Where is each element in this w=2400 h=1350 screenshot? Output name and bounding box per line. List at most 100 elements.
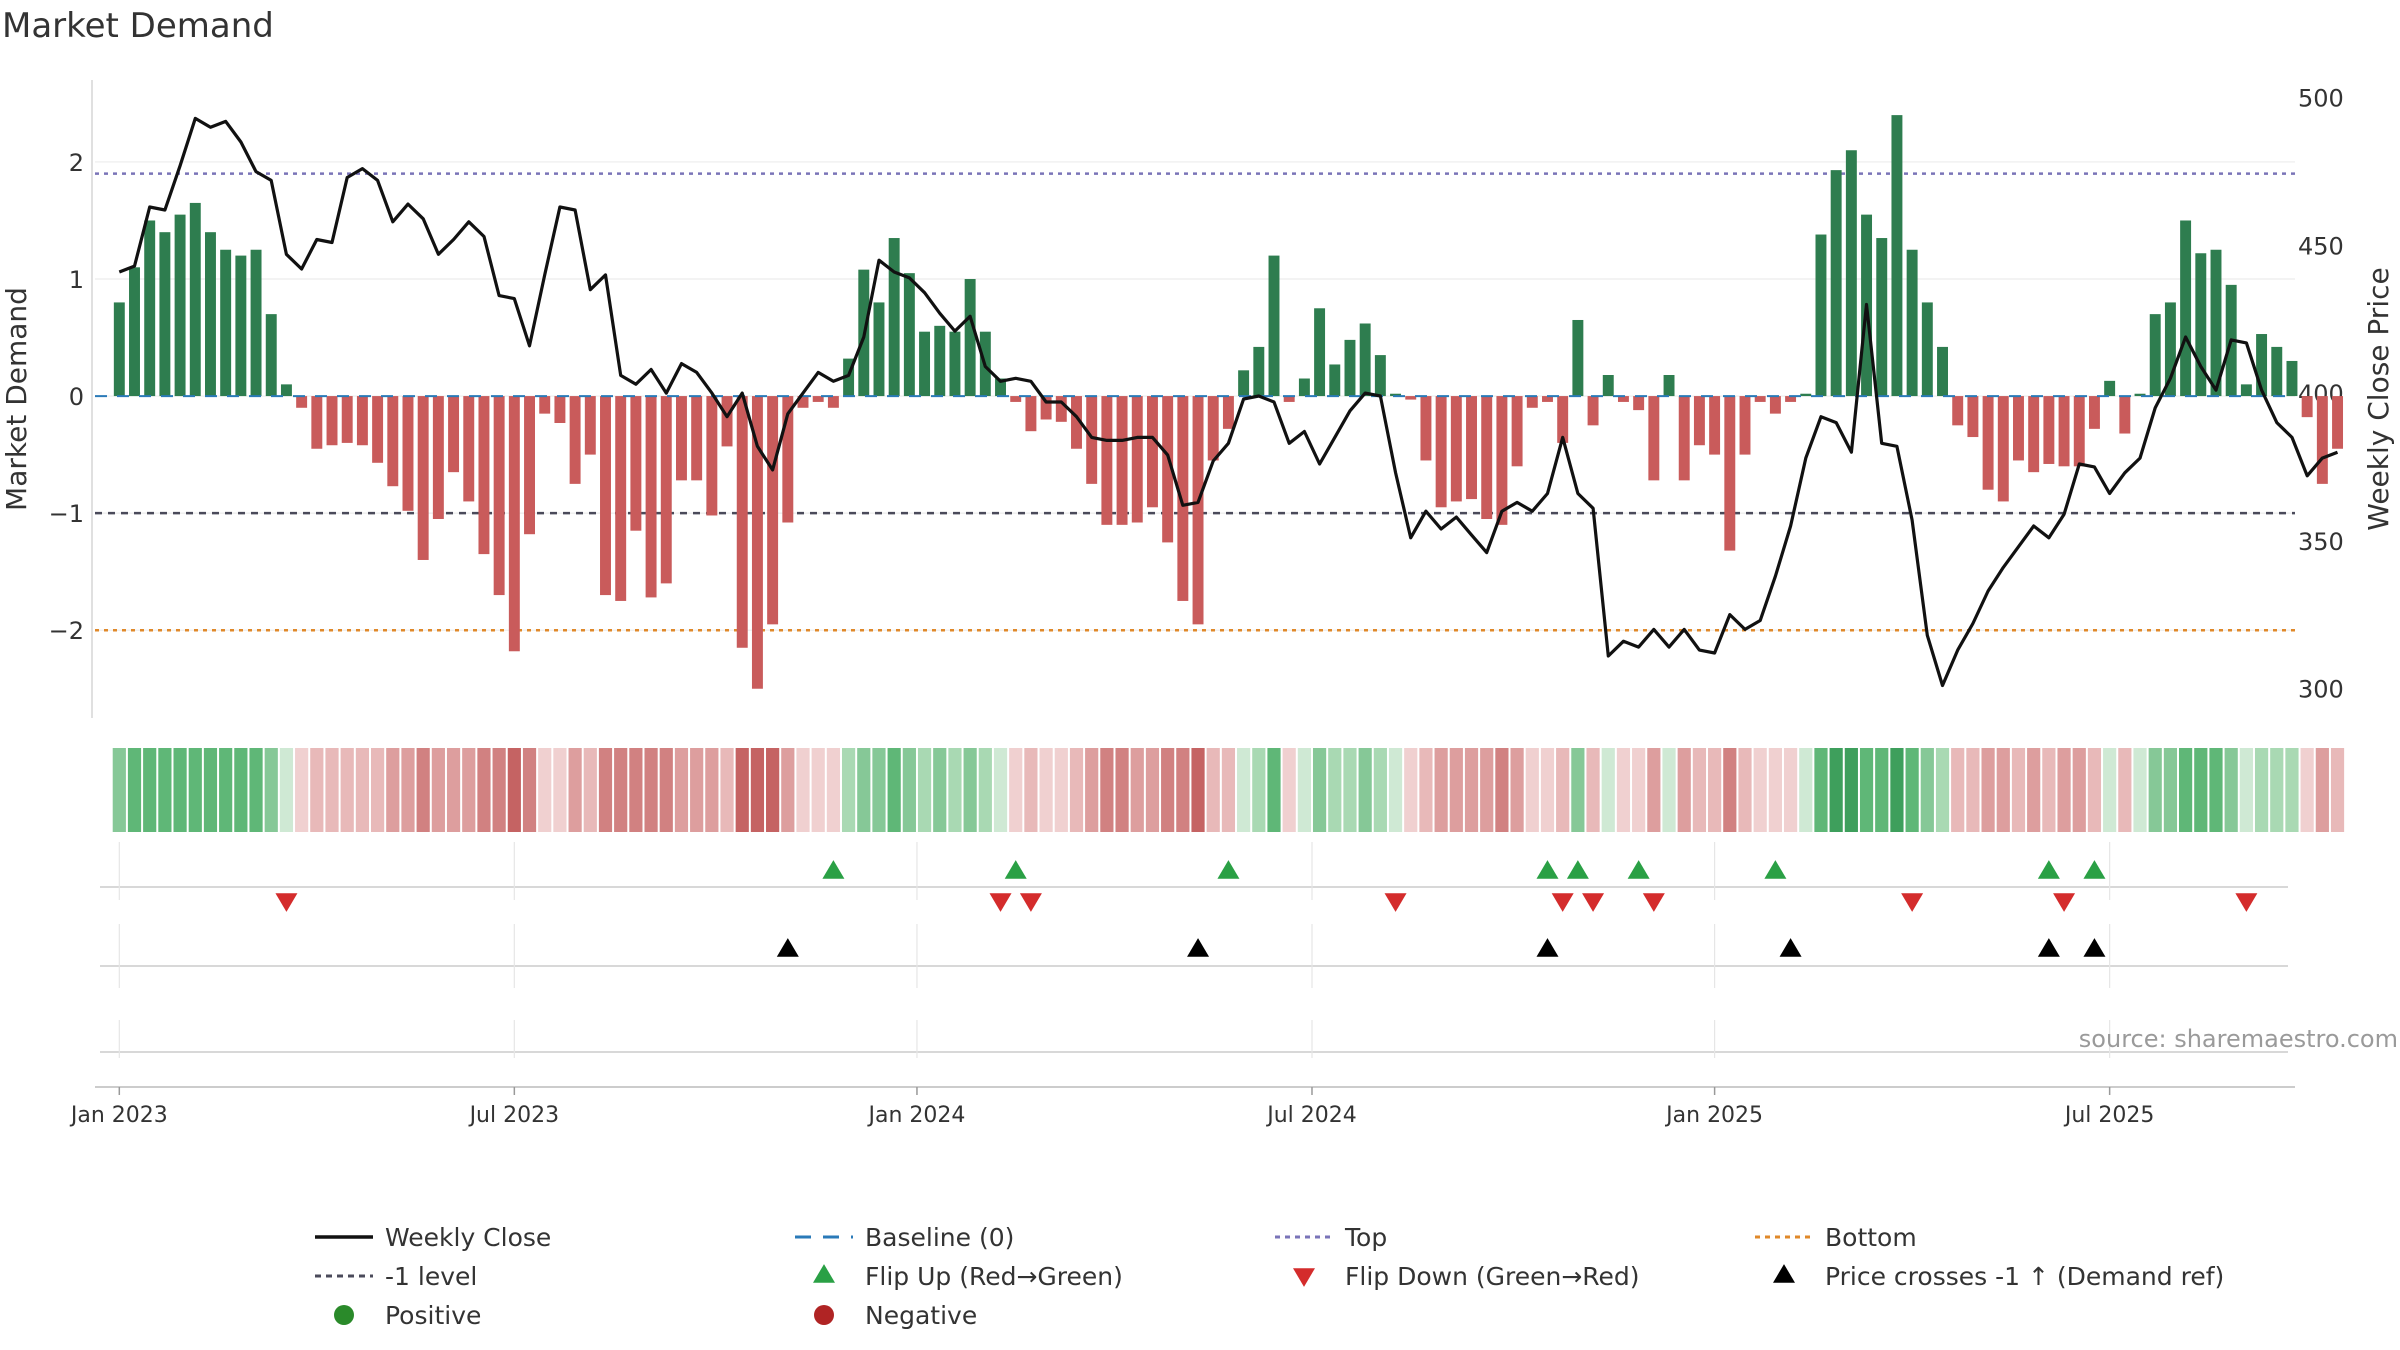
flip-down-marker bbox=[1019, 893, 1042, 912]
demand-bar bbox=[767, 396, 779, 625]
demand-bar bbox=[1617, 396, 1629, 402]
x-tick-label: Jul 2023 bbox=[468, 1103, 560, 1128]
demand-bar bbox=[569, 396, 581, 484]
heat-strip-cell bbox=[2163, 748, 2178, 832]
heat-strip-cell bbox=[1085, 748, 1099, 832]
heat-strip-cell bbox=[902, 748, 916, 832]
demand-bar bbox=[615, 396, 627, 601]
demand-bar bbox=[189, 202, 201, 397]
heat-strip-cell bbox=[1373, 748, 1387, 832]
heat-strip-cell bbox=[1525, 748, 1539, 832]
heat-strip-cell bbox=[1145, 748, 1160, 832]
heat-strip-cell bbox=[1069, 748, 1084, 832]
heat-strip-cell bbox=[1434, 748, 1448, 832]
heat-strip-cell bbox=[841, 748, 856, 832]
heat-strip-cell bbox=[1890, 748, 1904, 832]
flip-down-marker bbox=[2235, 893, 2258, 912]
demand-bar bbox=[1693, 396, 1705, 446]
heat-strip-cell bbox=[416, 748, 430, 832]
flip-up-marker bbox=[1627, 860, 1650, 879]
x-tick-label: Jul 2024 bbox=[1265, 1103, 1357, 1128]
demand-bar bbox=[1845, 150, 1857, 397]
heat-strip-cell bbox=[462, 748, 476, 832]
heat-strip-cell bbox=[1920, 748, 1934, 832]
demand-bar bbox=[2073, 396, 2085, 467]
heat-strip-cell bbox=[219, 748, 233, 832]
heat-strip-cell bbox=[1647, 748, 1661, 832]
demand-bar bbox=[311, 396, 323, 449]
heat-strip-cell bbox=[1388, 748, 1403, 832]
heat-strip-cell bbox=[598, 748, 613, 832]
heat-strip-cell bbox=[446, 748, 461, 832]
heat-strip-cell bbox=[1328, 748, 1342, 832]
demand-bar bbox=[2164, 302, 2176, 397]
heat-strip-cell bbox=[1312, 748, 1327, 832]
heat-strip-cell bbox=[1191, 748, 1205, 832]
heat-strip-cell bbox=[2118, 748, 2132, 832]
heat-strip-cell bbox=[644, 748, 658, 832]
demand-bar bbox=[478, 396, 490, 555]
heat-strip-cell bbox=[811, 748, 825, 832]
flip-up-marker bbox=[1764, 860, 1787, 879]
demand-bar bbox=[1374, 355, 1386, 397]
heat-strip-cell bbox=[993, 748, 1008, 832]
heat-strip-cell bbox=[1768, 748, 1782, 832]
demand-bar bbox=[827, 396, 839, 408]
heat-strip-cell bbox=[1221, 748, 1236, 832]
heat-strip-cell bbox=[371, 748, 385, 832]
demand-bar bbox=[1952, 396, 1964, 426]
heat-strip-cell bbox=[234, 748, 248, 832]
demand-bar bbox=[341, 396, 353, 443]
heat-strip-cell bbox=[1540, 748, 1555, 832]
y-axis-title: Market Demand bbox=[0, 287, 33, 511]
demand-bar bbox=[1420, 396, 1432, 461]
demand-bar bbox=[1496, 396, 1508, 525]
x-tick-label: Jan 2025 bbox=[1664, 1103, 1763, 1128]
heat-strip-cell bbox=[796, 748, 810, 832]
demand-bar bbox=[1405, 396, 1417, 400]
heat-strip-cell bbox=[203, 748, 218, 832]
heat-strip-cell bbox=[963, 748, 977, 832]
heat-strip-cell bbox=[1981, 748, 1995, 832]
legend-price-cross-swatch bbox=[1773, 1264, 1795, 1283]
demand-bar bbox=[1709, 396, 1721, 455]
heat-strip-cell bbox=[143, 748, 157, 832]
demand-bar bbox=[1967, 396, 1979, 438]
demand-bar bbox=[584, 396, 596, 455]
flip-down-marker bbox=[989, 893, 1012, 912]
legend-negative-swatch bbox=[814, 1305, 834, 1325]
legend-negative-label: Negative bbox=[865, 1301, 977, 1330]
heat-strip-cell bbox=[1966, 748, 1980, 832]
flip-up-marker bbox=[2037, 860, 2060, 879]
flip-up-marker bbox=[1536, 860, 1559, 879]
heat-strip-cell bbox=[1358, 748, 1372, 832]
demand-bar bbox=[1663, 375, 1675, 397]
y-tick-label: −1 bbox=[49, 500, 84, 528]
heat-strip-cell bbox=[1449, 748, 1463, 832]
demand-bar bbox=[721, 396, 733, 447]
heat-strip-cell bbox=[1556, 748, 1570, 832]
legend-flip-down-label: Flip Down (Green→Red) bbox=[1345, 1262, 1640, 1291]
heat-strip-cell bbox=[1054, 748, 1068, 832]
heat-strip-cell bbox=[1586, 748, 1600, 832]
y-tick-label: −2 bbox=[49, 617, 84, 645]
heat-strip-cell bbox=[1875, 748, 1889, 832]
heat-strip-cell bbox=[1297, 748, 1311, 832]
heat-strip-cell bbox=[2330, 748, 2345, 832]
demand-bar bbox=[1025, 396, 1037, 432]
demand-bar bbox=[220, 249, 232, 397]
demand-bar bbox=[888, 238, 900, 397]
flip-down-marker bbox=[275, 893, 298, 912]
demand-bar bbox=[2332, 396, 2344, 449]
heat-strip-cell bbox=[2133, 748, 2147, 832]
heat-strip-cell bbox=[158, 748, 172, 832]
legend-flip-down-swatch bbox=[1293, 1268, 1315, 1287]
demand-bar bbox=[600, 396, 611, 596]
y2-tick-label: 350 bbox=[2298, 528, 2344, 556]
legend-weekly-close-label: Weekly Close bbox=[385, 1223, 551, 1252]
price-cross-marker bbox=[1187, 938, 1210, 957]
heat-strip-cell bbox=[750, 748, 765, 832]
heat-strip-cell bbox=[887, 748, 901, 832]
demand-bar bbox=[129, 267, 140, 397]
